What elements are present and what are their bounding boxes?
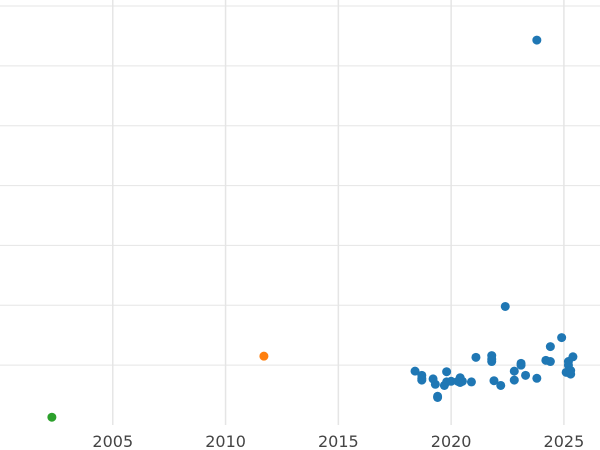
data-point <box>532 35 542 45</box>
data-point <box>516 360 526 370</box>
data-point <box>442 367 452 377</box>
data-point <box>568 352 578 362</box>
data-point <box>545 357 555 367</box>
data-point <box>47 412 57 422</box>
data-point <box>446 376 456 386</box>
data-point <box>509 366 519 376</box>
gridlines <box>0 0 600 425</box>
x-tick-label: 2015 <box>318 432 359 450</box>
x-tick-label: 2025 <box>544 432 585 450</box>
data-point <box>489 376 499 386</box>
x-tick-label: 2005 <box>92 432 133 450</box>
data-point <box>500 301 510 311</box>
x-tick-label: 2010 <box>205 432 246 450</box>
data-point <box>509 375 519 385</box>
data-points <box>47 35 578 422</box>
data-point <box>496 380 506 390</box>
x-tick-label: 2020 <box>431 432 472 450</box>
data-point <box>410 366 420 376</box>
data-point <box>471 352 481 362</box>
data-point <box>417 375 427 385</box>
data-point <box>566 369 576 379</box>
data-point <box>457 376 467 386</box>
data-point <box>521 370 531 380</box>
data-point <box>532 373 542 383</box>
data-point <box>259 351 269 361</box>
data-point <box>466 377 476 387</box>
x-tick-labels: 2005 2010 2015 2020 2025 <box>92 432 584 450</box>
data-point <box>557 333 567 343</box>
data-point <box>433 392 443 402</box>
data-point <box>545 342 555 352</box>
data-point <box>487 351 497 361</box>
data-point <box>430 379 440 389</box>
